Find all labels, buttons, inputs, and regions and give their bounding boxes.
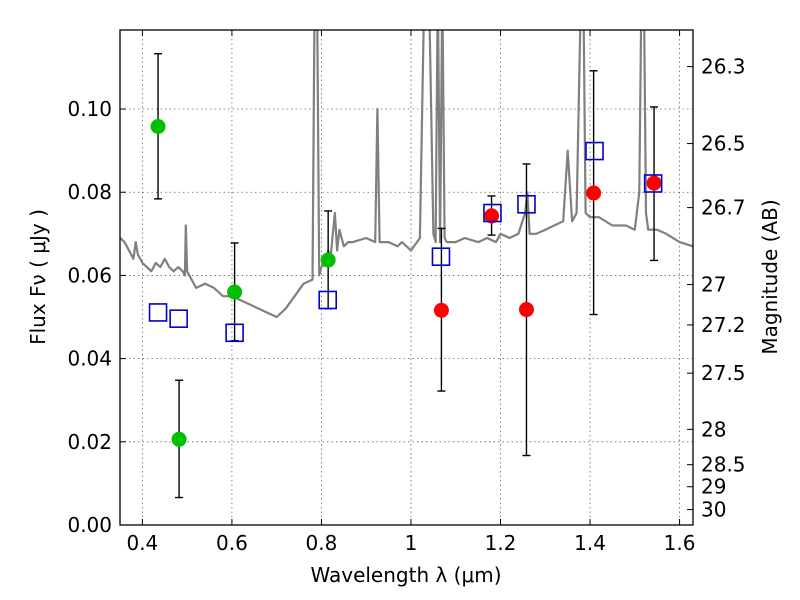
model-points-marker [169,309,188,328]
mag-tick-label: 29 [701,475,726,499]
red-points-marker [484,208,500,224]
y-tick-label: 0.02 [67,430,112,454]
model-points-marker [148,303,168,322]
model-points-marker [225,323,244,343]
green-points-marker [227,284,243,300]
mag-tick-label: 26.7 [701,196,746,220]
x-tick-label: 0.8 [306,531,338,555]
model-points-marker [585,141,604,161]
x-axis-label: Wavelength λ (μm) [310,563,501,587]
y-tick-label: 0.00 [67,513,112,537]
x-tick-label: 0.4 [126,531,158,555]
green-points-marker [320,252,336,268]
y-tick-label: 0.08 [67,180,112,204]
plot-frame [119,29,694,526]
y-tick-label: 0.06 [67,263,112,287]
y-tick-label: 0.04 [67,347,112,371]
red-points-marker [586,185,602,201]
mag-tick-label: 27 [701,273,726,297]
x-tick-label: 1.4 [574,531,606,555]
mag-tick-label: 28.5 [701,453,746,477]
red-points-marker [518,302,534,318]
spectrum-line [120,30,693,319]
x-tick-label: 1.6 [664,531,696,555]
red-points-marker [646,175,662,191]
axis-ticks: 0.4 0.6 0.8 1 1.2 1.4 1.6 0.00 0.02 0.04 0.06 0.08 0… [67,30,746,555]
mag-tick-label: 27.2 [701,313,746,337]
plot-area [120,30,693,499]
y-tick-label: 0.10 [67,97,112,121]
mag-tick-label: 27.5 [701,361,746,385]
mag-tick-label: 30 [701,498,726,522]
x-tick-label: 0.6 [216,531,248,555]
x-tick-label: 1 [405,531,418,555]
red-points-marker [433,302,449,318]
right-axis-label: Magnitude (AB) [758,199,782,354]
x-tick-label: 1.2 [485,531,517,555]
grid-lines [120,30,693,526]
model-points-marker [318,290,338,310]
model-points-marker [517,194,536,214]
model-points-marker [483,203,502,223]
y-axis-label: Flux Fν ( μJy ) [26,209,50,345]
model-points-marker [431,247,451,267]
green-points-marker [171,431,187,447]
mag-tick-label: 26.3 [701,55,746,79]
mag-tick-label: 28 [701,417,726,441]
mag-tick-label: 26.5 [701,132,746,156]
model-points-marker [643,174,663,193]
green-points-marker [150,119,166,135]
